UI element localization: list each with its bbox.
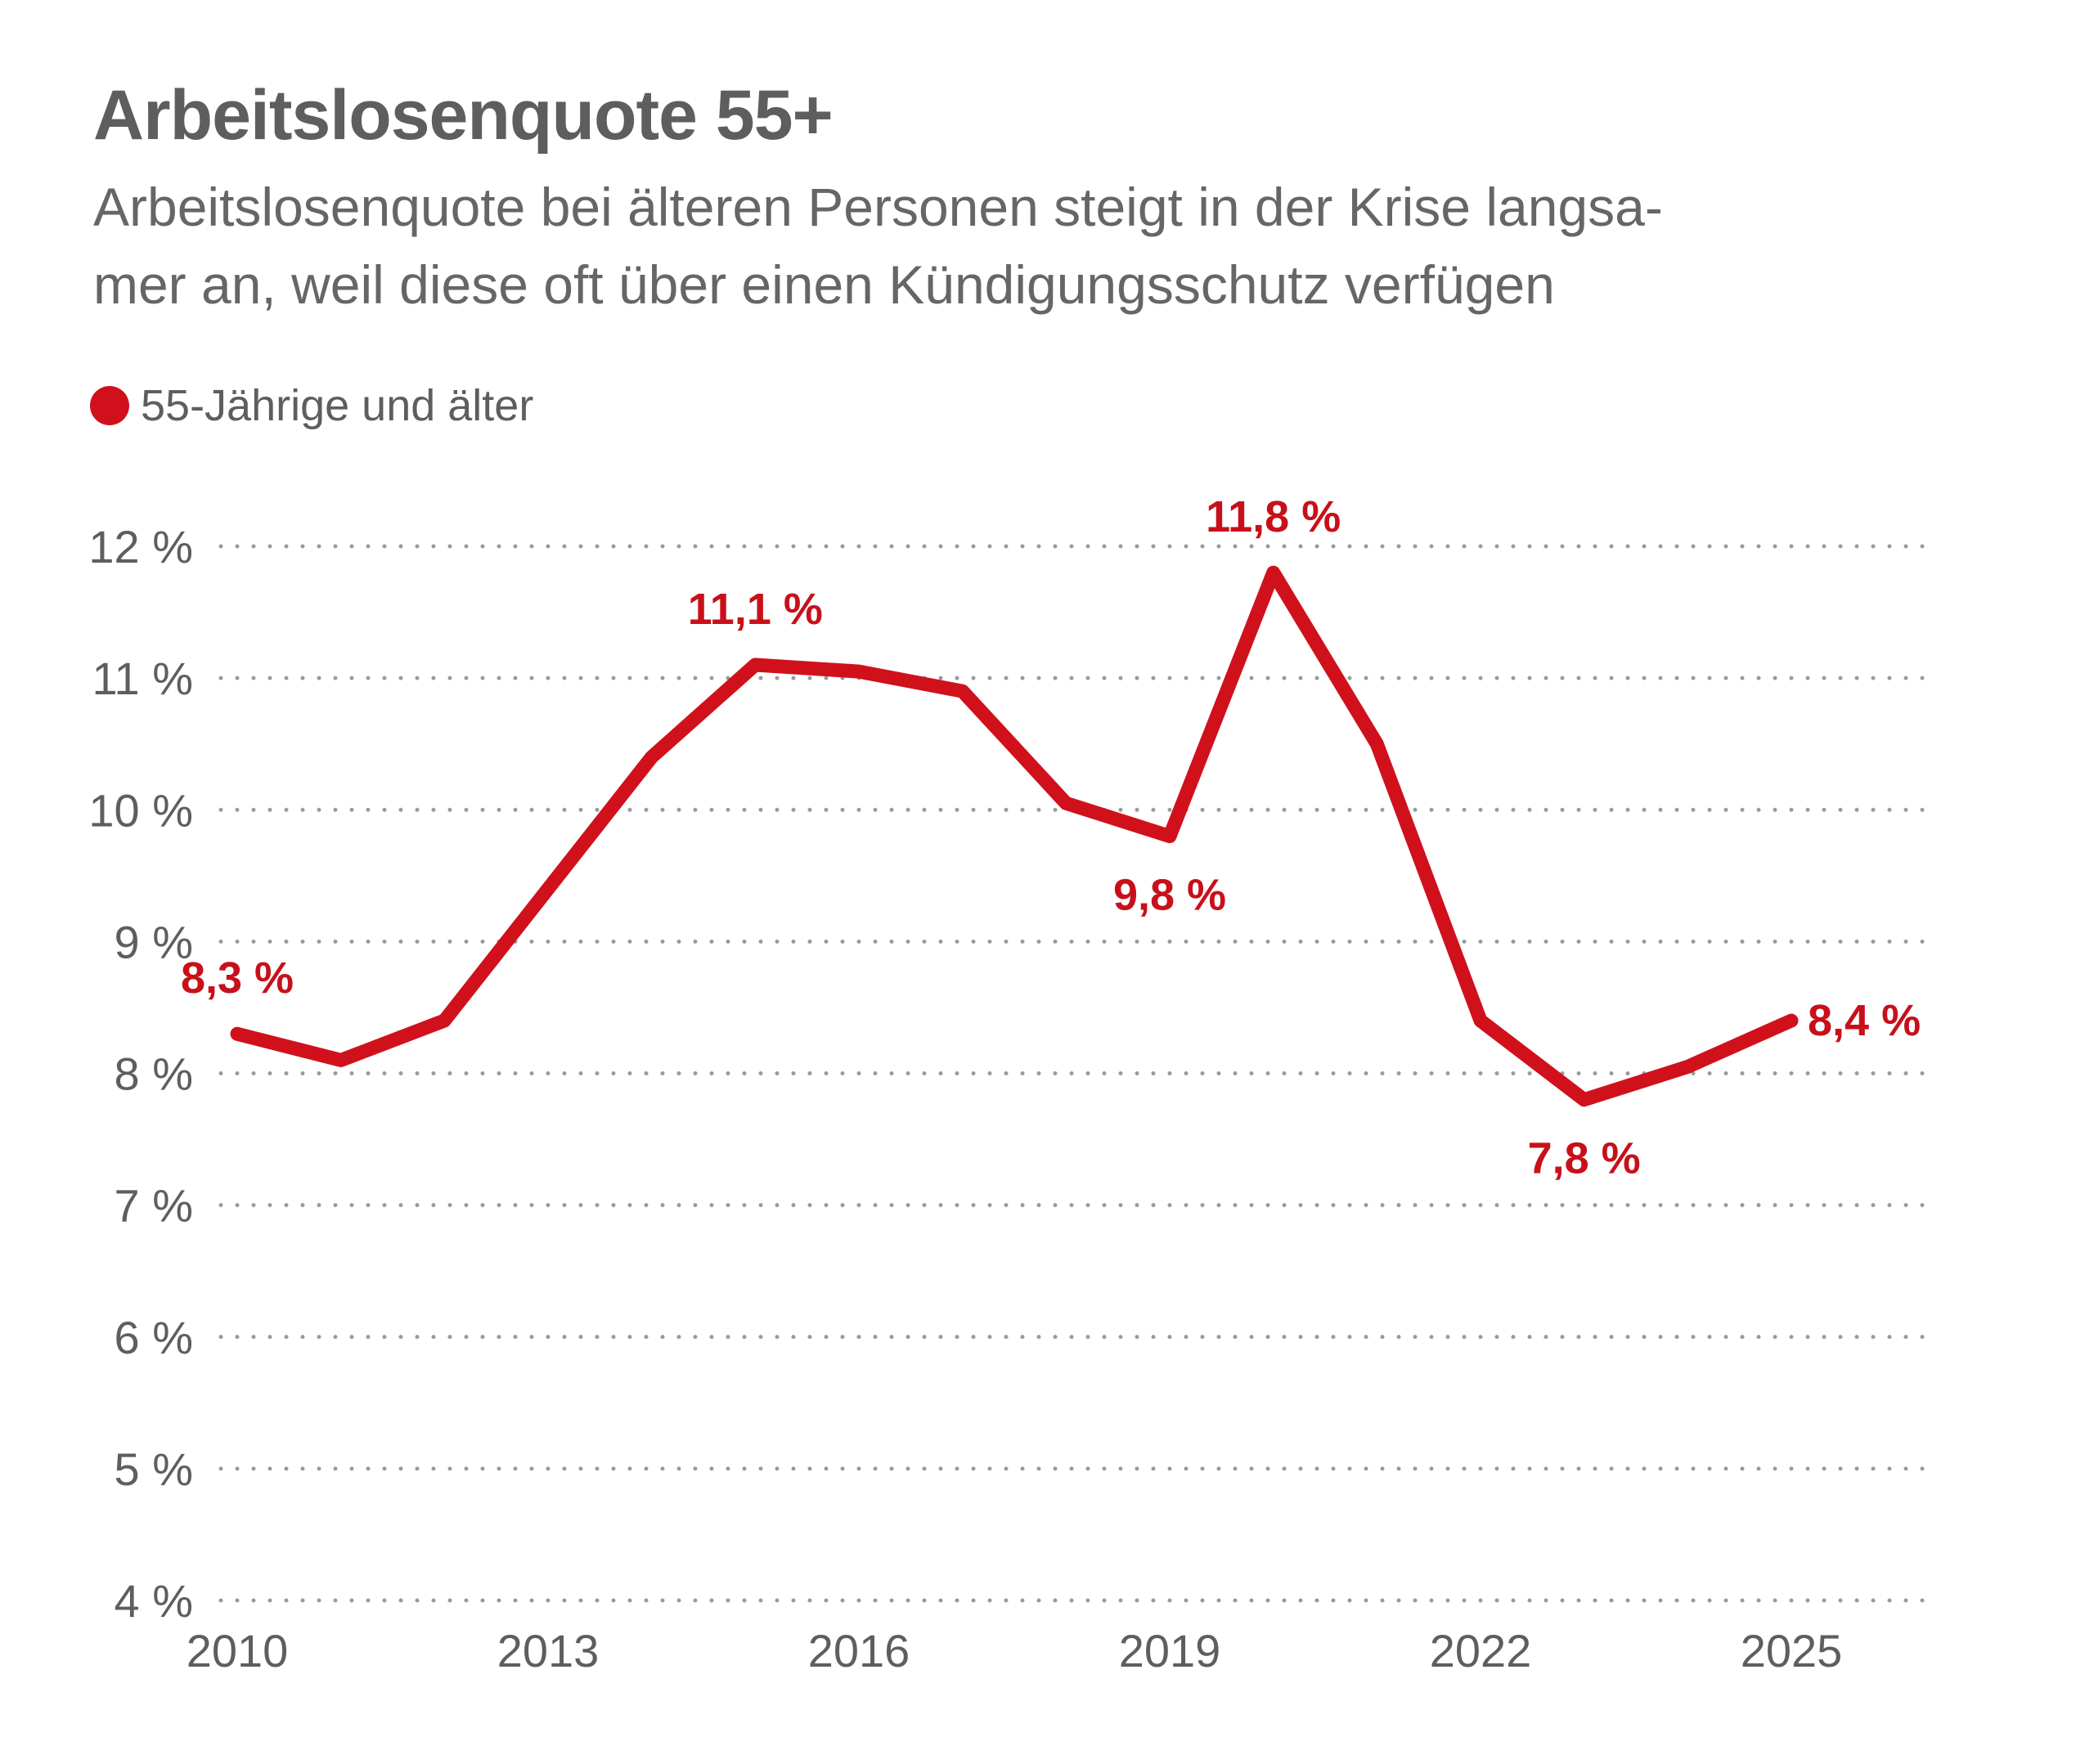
- y-tick-label: 6 %: [115, 1312, 194, 1363]
- y-tick-label: 12 %: [88, 521, 193, 572]
- x-axis: 2010 2013 2016 2019 2022 2025: [186, 1625, 1843, 1676]
- data-point: [1169, 835, 1171, 837]
- data-point: [962, 690, 964, 692]
- data-label: 8,4 %: [1808, 996, 1921, 1045]
- chart-subtitle: Arbeitslosenquote bei älteren Personen s…: [93, 168, 1893, 324]
- chart-title: Arbeitslosenquote 55+: [93, 76, 834, 155]
- data-point: [340, 1059, 342, 1061]
- y-tick-label: 8 %: [115, 1048, 194, 1100]
- data-point: [1687, 1066, 1688, 1067]
- legend-dot-icon: [90, 386, 129, 425]
- x-tick-label: 2013: [497, 1625, 600, 1676]
- y-tick-label: 9 %: [115, 916, 194, 967]
- data-label: 11,1 %: [688, 585, 823, 634]
- data-point: [858, 671, 860, 672]
- series-layer: [230, 565, 1799, 1107]
- legend: 55-Jährige und älter: [90, 380, 533, 431]
- data-label: 8,3 %: [181, 954, 294, 1003]
- x-tick-label: 2016: [808, 1625, 910, 1676]
- chart-subtitle-line-2: mer an, weil diese oft über einen Kündig…: [93, 254, 1555, 315]
- y-tick-label: 7 %: [115, 1180, 194, 1232]
- data-labels: 8,3 % 11,1 % 9,8 % 11,8 % 7,8 % 8,4 %: [181, 492, 1921, 1183]
- data-point: [236, 1033, 238, 1035]
- data-label: 9,8 %: [1113, 870, 1226, 919]
- y-tick-label: 4 %: [115, 1575, 194, 1627]
- y-tick-label: 5 %: [115, 1443, 194, 1495]
- data-point: [754, 664, 756, 666]
- legend-label: 55-Jährige und älter: [141, 381, 534, 430]
- x-tick-label: 2010: [186, 1625, 289, 1676]
- x-tick-label: 2019: [1119, 1625, 1221, 1676]
- data-label: 7,8 %: [1528, 1134, 1641, 1183]
- data-point: [547, 888, 549, 890]
- data-point: [651, 756, 653, 758]
- series-line: [230, 565, 1799, 1107]
- y-tick-label: 11 %: [92, 653, 193, 704]
- x-tick-label: 2022: [1430, 1625, 1532, 1676]
- data-point: [1065, 802, 1067, 804]
- y-tick-label: 10 %: [88, 784, 193, 836]
- chart-subtitle-line-1: Arbeitslosenquote bei älteren Personen s…: [93, 177, 1663, 237]
- x-tick-label: 2025: [1741, 1625, 1843, 1676]
- data-point: [1273, 572, 1274, 573]
- y-axis: 12 % 11 % 10 % 9 % 8 % 7 % 6 % 5 % 4 %: [88, 521, 193, 1627]
- data-label: 11,8 %: [1206, 492, 1341, 541]
